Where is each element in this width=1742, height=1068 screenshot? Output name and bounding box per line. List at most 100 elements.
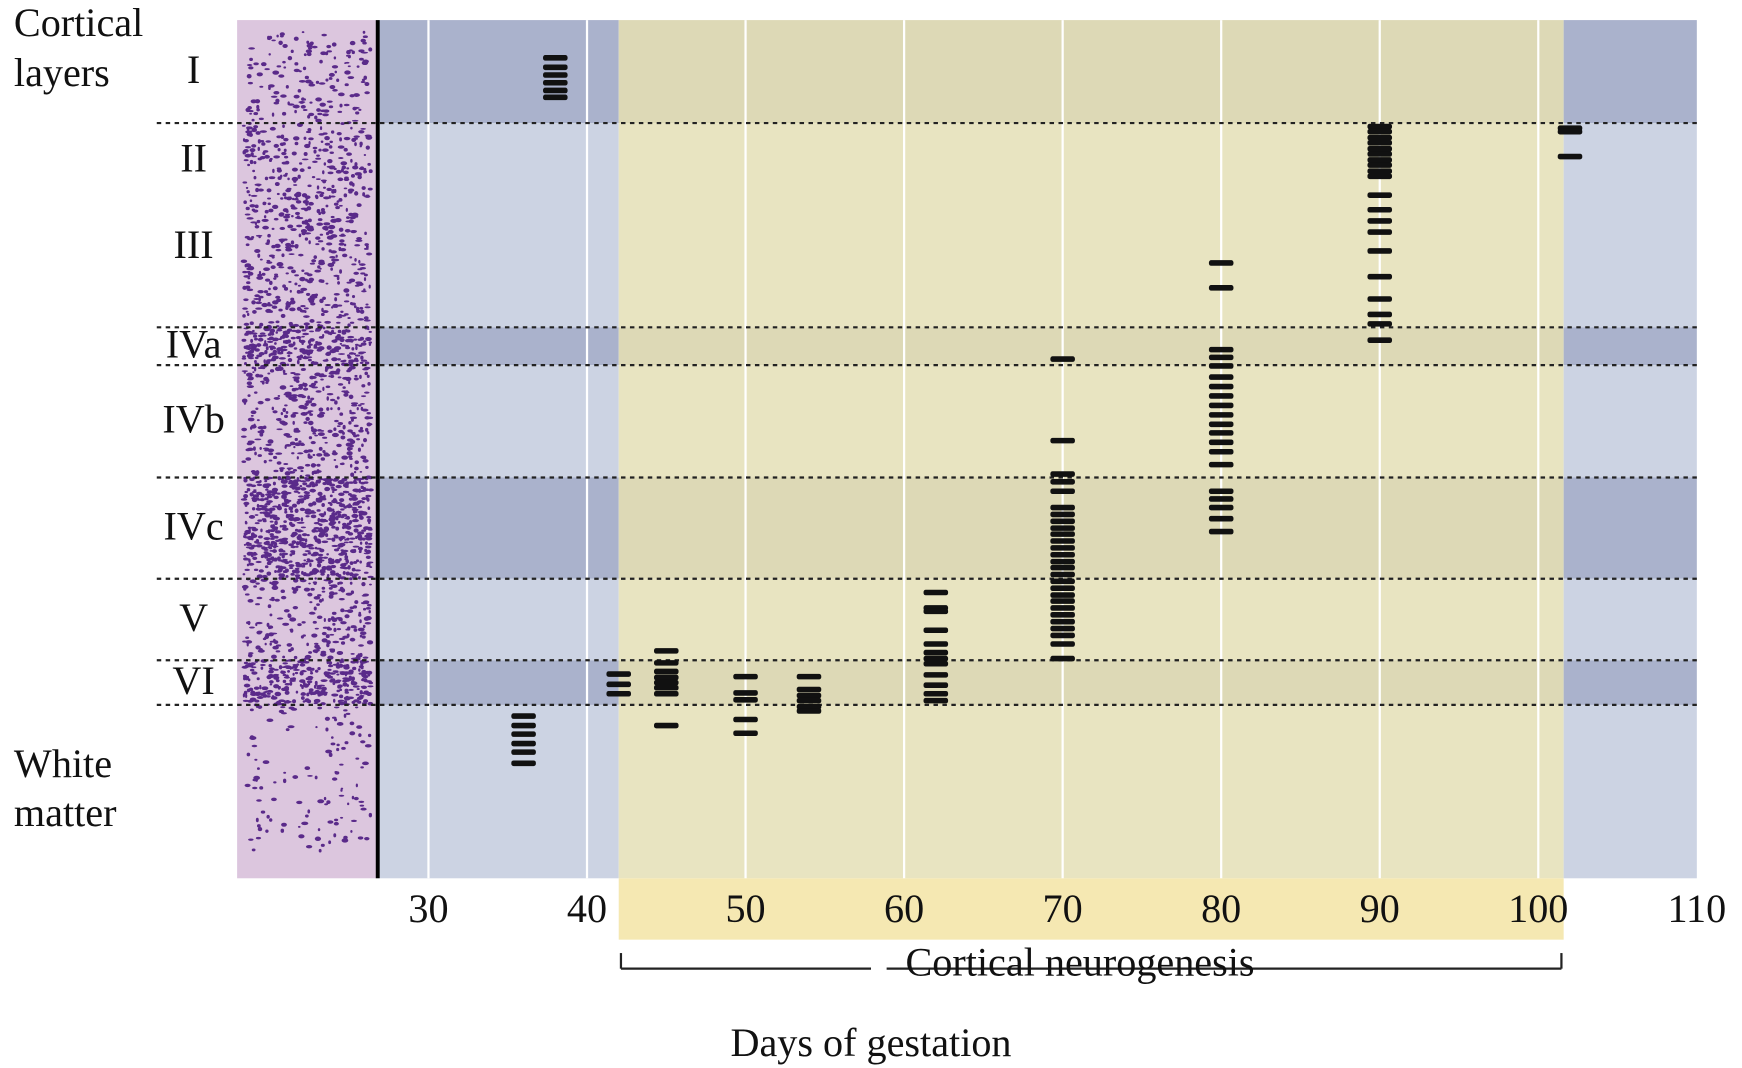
stipple-dot [334,419,339,423]
stipple-dot [255,507,263,511]
stipple-dot [253,175,257,180]
stipple-dot [295,574,300,578]
stipple-dot [313,346,320,349]
stipple-dot [326,538,333,540]
stipple-dot [261,511,268,515]
stipple-dot [367,561,374,564]
stipple-dot [252,334,258,338]
stipple-dot [287,670,291,673]
stipple-dot [364,306,371,309]
stipple-dot [357,447,361,452]
stipple-dot [291,503,298,508]
stipple-dot [350,652,355,655]
stipple-dot [359,619,362,624]
stipple-dot [356,534,363,539]
neuron-mark [1050,632,1075,639]
stipple-dot [340,435,346,440]
band-blue [377,365,619,478]
stipple-dot [270,696,278,700]
stipple-dot [292,668,300,671]
stipple-dot [352,106,357,111]
neuron-mark [1208,412,1234,418]
stipple-dot [327,668,332,671]
neuron-mark [733,730,758,737]
stipple-dot [242,640,248,643]
stipple-dot [274,243,281,248]
stipple-dot [341,331,347,335]
stipple-dot [283,215,291,219]
stipple-dot [291,396,297,399]
stipple-dot [251,507,256,511]
band-yellow [618,660,1564,705]
stipple-dot [290,240,295,245]
stipple-dot [315,243,320,246]
stipple-dot [319,527,323,532]
stipple-dot [351,700,356,704]
stipple-dot [255,778,258,782]
stipple-dot [290,533,296,538]
stipple-dot [360,402,365,405]
stipple-dot [269,613,273,617]
stipple-dot [256,419,260,422]
stipple-dot [307,114,311,119]
stipple-dot [331,616,335,619]
stipple-dot [263,150,269,153]
stipple-dot [347,481,355,484]
stipple-dot [348,688,354,691]
stipple-dot [341,233,345,236]
stipple-dot [363,571,369,574]
stipple-dot [264,497,269,501]
stipple-dot [254,438,262,441]
stipple-dot [286,643,293,647]
stipple-dot [360,355,364,360]
neuron-mark [1050,592,1075,598]
stipple-dot [251,118,255,122]
stipple-dot [358,57,364,61]
stipple-dot [348,352,355,355]
stipple-dot [350,230,357,234]
neuron-mark [543,64,568,71]
stipple-dot [263,359,266,364]
stipple-dot [284,508,288,512]
stipple-dot [280,712,288,715]
neuron-mark [733,716,758,723]
stipple-dot [345,61,350,64]
stipple-dot [365,427,369,432]
band-blue [377,123,619,328]
stipple-dot [322,170,325,175]
neuron-mark [1208,363,1234,369]
stipple-dot [339,542,346,547]
stipple-dot [249,199,253,203]
stipple-dot [349,181,354,186]
stipple-dot [285,666,290,669]
stipple-dot [284,213,291,216]
x-axis-title: Days of gestation [730,1020,1011,1065]
stipple-dot [265,502,271,505]
stipple-dot [248,343,255,347]
stipple-dot [269,818,273,822]
stipple-dot [349,537,356,540]
stipple-dot [335,254,338,258]
stipple-dot [311,485,316,488]
stipple-dot [326,242,333,246]
stipple-dot [336,200,340,203]
stipple-dot [339,688,343,692]
stipple-dot [247,599,254,603]
stipple-dot [282,679,287,684]
stipple-dot [259,258,263,261]
stipple-dot [290,572,295,576]
stipple-dot [296,800,303,805]
stipple-dot [251,127,257,133]
stipple-dot [246,217,254,220]
stipple-dot [312,432,317,435]
stipple-dot [328,840,332,845]
stipple-dot [293,68,300,73]
neuron-mark [1208,285,1234,291]
neuron-mark [1050,518,1075,525]
stipple-dot [324,486,331,492]
stipple-dot [358,479,362,484]
stipple-dot [349,416,358,420]
stipple-dot [252,329,255,333]
stipple-dot [354,142,357,147]
stipple-dot [325,358,329,362]
